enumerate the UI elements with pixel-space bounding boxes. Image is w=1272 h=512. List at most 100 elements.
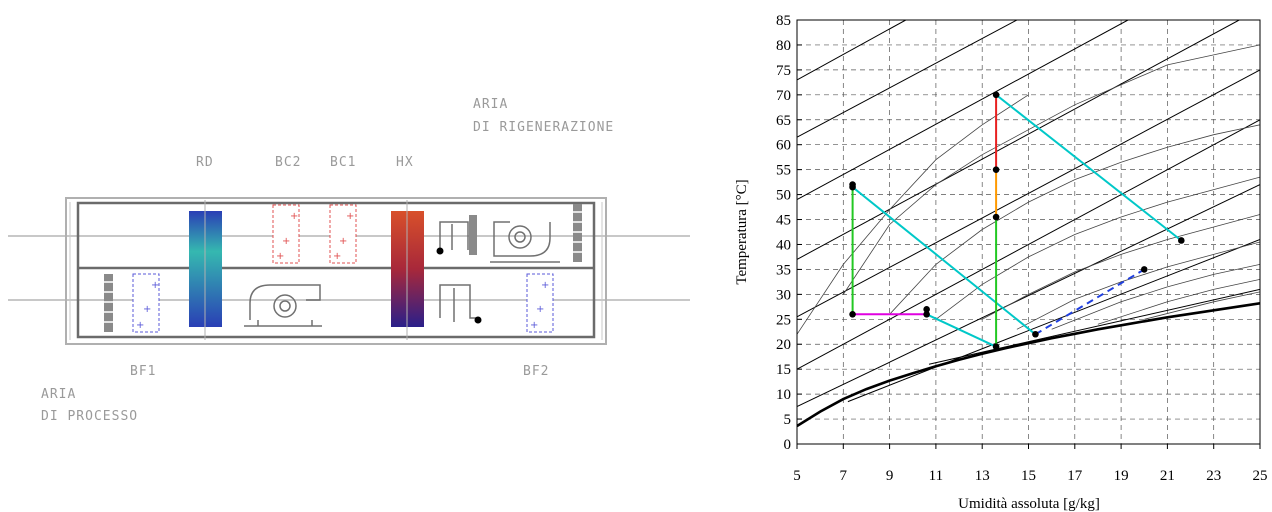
x-tick-label: 9 — [886, 468, 894, 484]
y-tick-label: 10 — [776, 387, 791, 403]
x-tick-label: 23 — [1206, 468, 1221, 484]
state-point — [849, 311, 856, 318]
bc1-heating-coil-icon: + + + — [329, 204, 357, 264]
process-air-label-line1: ARIA — [41, 387, 76, 402]
chart-curves — [797, 20, 1260, 428]
y-tick-label: 70 — [776, 88, 791, 104]
hx-label: HX — [396, 155, 414, 170]
y-tick-label: 80 — [776, 38, 791, 54]
state-point — [992, 91, 1000, 99]
bc2-label: BC2 — [275, 155, 301, 170]
y-tick-label: 45 — [776, 213, 791, 229]
y-tick-label: 0 — [784, 437, 792, 453]
humidity-curve — [1144, 291, 1260, 320]
humidity-curve — [1016, 241, 1260, 330]
y-tick-label: 25 — [776, 312, 791, 328]
y-tick-label: 35 — [776, 262, 791, 278]
filter-process-inlet-icon — [104, 274, 113, 332]
y-tick-label: 85 — [776, 13, 791, 29]
y-tick-label: 65 — [776, 113, 791, 129]
bf1-cooling-coil-icon: + + + — [132, 273, 160, 333]
process-air-label-line2: DI PROCESSO — [41, 409, 138, 424]
process-damper-icon — [439, 284, 482, 324]
enthalpy-line — [797, 184, 1260, 408]
y-tick-label: 75 — [776, 63, 791, 79]
enthalpy-line — [928, 288, 1260, 365]
ahu-schematic: + + + + + + + + + — [8, 97, 690, 424]
x-tick-label: 21 — [1160, 468, 1175, 484]
svg-text:+: + — [143, 304, 151, 315]
svg-text:+: + — [333, 251, 341, 262]
x-tick-label: 7 — [840, 468, 848, 484]
svg-text:+: + — [339, 236, 347, 247]
process-segment — [1034, 268, 1145, 336]
svg-text:+: + — [282, 236, 290, 247]
state-point — [1032, 330, 1039, 338]
state-point — [1140, 266, 1148, 273]
humidity-curve — [1097, 279, 1260, 325]
x-tick-label: 19 — [1114, 468, 1129, 484]
x-tick-label: 5 — [793, 468, 801, 484]
state-point — [1177, 237, 1185, 244]
process-segment — [995, 94, 1182, 242]
bf1-label: BF1 — [130, 364, 156, 379]
svg-text:+: + — [346, 211, 354, 222]
y-tick-label: 40 — [776, 237, 791, 253]
process-segment — [851, 186, 1037, 336]
bc2-heating-coil-icon: + + + — [272, 204, 300, 264]
x-tick-label: 17 — [1067, 468, 1083, 484]
y-tick-label: 60 — [776, 138, 791, 154]
y-tick-label: 20 — [776, 337, 791, 353]
state-point — [923, 306, 930, 313]
state-point — [849, 183, 856, 191]
y-tick-label: 55 — [776, 163, 791, 179]
state-point — [992, 166, 1000, 173]
filter-regeneration-inlet-icon — [573, 204, 582, 262]
regeneration-damper-icon — [436, 215, 477, 255]
state-point — [923, 311, 930, 318]
regeneration-fan-icon — [490, 221, 560, 263]
state-point — [992, 343, 1000, 351]
y-tick-label: 5 — [784, 412, 792, 428]
humidity-curve — [935, 176, 1260, 320]
rd-label: RD — [196, 155, 214, 170]
regeneration-air-label-line1: ARIA — [473, 97, 508, 112]
x-tick-label: 25 — [1253, 468, 1268, 484]
svg-text:+: + — [541, 280, 549, 291]
svg-text:+: + — [276, 251, 284, 262]
x-axis-title: Umidità assoluta [g/kg] — [958, 496, 1100, 512]
svg-text:+: + — [530, 320, 538, 331]
chart-state-points — [849, 91, 1185, 351]
humidity-curve — [1051, 264, 1260, 330]
enthalpy-line — [797, 20, 907, 81]
regeneration-air-label-line2: DI RIGENERAZIONE — [473, 120, 614, 135]
x-tick-label: 13 — [975, 468, 990, 484]
y-tick-label: 30 — [776, 287, 791, 303]
ahu-inner-frame — [76, 201, 596, 339]
humidity-curve — [982, 214, 1260, 320]
chart-process-lines — [851, 94, 1182, 348]
process-fan-icon — [244, 284, 322, 327]
enthalpy-line — [797, 119, 1260, 370]
enthalpy-line — [797, 20, 1240, 260]
svg-text:+: + — [151, 280, 159, 291]
psychrometric-chart: 5 7 9 11 13 15 17 19 21 23 25051015202530354045505… — [734, 13, 1268, 512]
svg-text:+: + — [136, 320, 144, 331]
bf2-cooling-coil-icon: + + + — [526, 273, 554, 333]
chart-grid — [797, 20, 1260, 444]
y-tick-label: 50 — [776, 188, 791, 204]
state-point — [992, 213, 1000, 221]
enthalpy-line — [797, 20, 1129, 201]
x-tick-label: 11 — [929, 468, 943, 484]
y-tick-label: 15 — [776, 362, 791, 378]
bf2-label: BF2 — [523, 364, 549, 379]
humidity-curve — [797, 94, 1029, 335]
svg-text:+: + — [290, 211, 298, 222]
ahu-housing — [65, 197, 607, 345]
saturation-curve — [797, 302, 1260, 428]
process-segment — [926, 313, 997, 348]
enthalpy-line — [797, 69, 1260, 318]
chart-ticks: 5 7 9 11 13 15 17 19 21 23 25051015202530354045505… — [776, 13, 1268, 484]
y-axis-title: Temperatura [°C] — [734, 179, 750, 284]
humidity-curve — [889, 124, 1260, 315]
